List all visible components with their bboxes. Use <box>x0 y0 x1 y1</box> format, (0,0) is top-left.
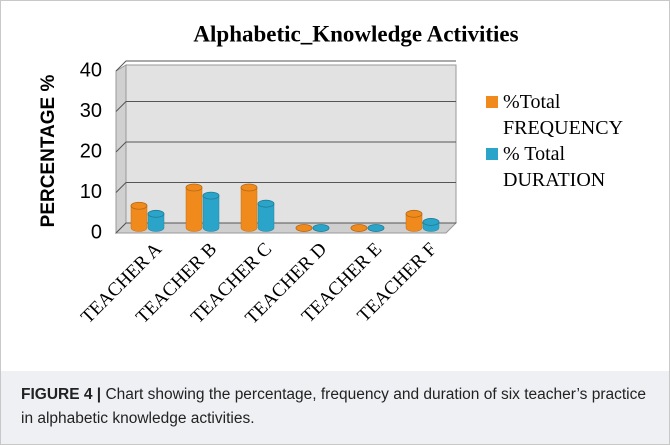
y-tick-label: 40 <box>80 59 102 81</box>
caption-text: Chart showing the percentage, frequency … <box>21 386 646 427</box>
chart: Alphabetic_Knowledge Activities PERCENTA… <box>38 21 519 328</box>
bar-body <box>147 213 165 232</box>
bar <box>312 224 330 232</box>
bar <box>202 191 220 232</box>
bar <box>130 201 148 232</box>
legend-label: %Total FREQUENCY <box>503 91 624 139</box>
bar-top <box>312 224 330 232</box>
grid-line <box>115 182 456 193</box>
bar-top <box>147 209 165 218</box>
bar-top <box>130 201 148 210</box>
caption: FIGURE 4 | Chart showing the percentage,… <box>1 371 669 444</box>
legend-label: % Total DURATION <box>503 143 606 191</box>
bar <box>350 224 368 232</box>
bar <box>367 224 385 232</box>
bar <box>257 199 275 232</box>
bar-top <box>350 224 368 232</box>
floor <box>114 222 458 234</box>
bar-top <box>367 224 385 232</box>
grid-line <box>115 101 456 112</box>
bar-top <box>202 191 220 200</box>
bar <box>422 218 440 232</box>
grid-line <box>115 222 456 234</box>
bar-body <box>257 203 275 232</box>
y-tick-label: 30 <box>80 100 102 122</box>
legend-entry: %Total FREQUENCY <box>486 89 653 141</box>
bar-top <box>185 183 203 192</box>
legend-swatch <box>486 96 498 108</box>
y-tick-label: 10 <box>80 181 102 203</box>
legend-entry: % Total DURATION <box>486 141 653 193</box>
grid-line <box>115 60 456 72</box>
caption-label: FIGURE 4 | <box>21 386 102 403</box>
y-axis-label: PERCENTAGE % <box>38 75 59 228</box>
bar-top <box>295 224 313 232</box>
bar-body <box>240 187 258 232</box>
bar <box>240 183 258 232</box>
bar-top <box>240 183 258 192</box>
side-wall <box>115 64 127 235</box>
y-tick-label: 20 <box>80 140 102 162</box>
bar-top <box>405 209 423 218</box>
bar <box>185 183 203 232</box>
legend-swatch <box>486 148 498 160</box>
bar-body <box>130 205 148 232</box>
bar-top <box>257 199 275 208</box>
back-wall <box>125 64 457 224</box>
bar <box>295 224 313 232</box>
y-tick-label: 0 <box>91 221 102 243</box>
bar-body <box>405 213 423 232</box>
bar <box>405 209 423 232</box>
grid-line <box>115 141 456 153</box>
bar-top <box>422 218 440 226</box>
bar <box>147 209 165 232</box>
bar-body <box>185 187 203 232</box>
bar-body <box>202 195 220 232</box>
chart-title: Alphabetic_Knowledge Activities <box>193 21 518 46</box>
